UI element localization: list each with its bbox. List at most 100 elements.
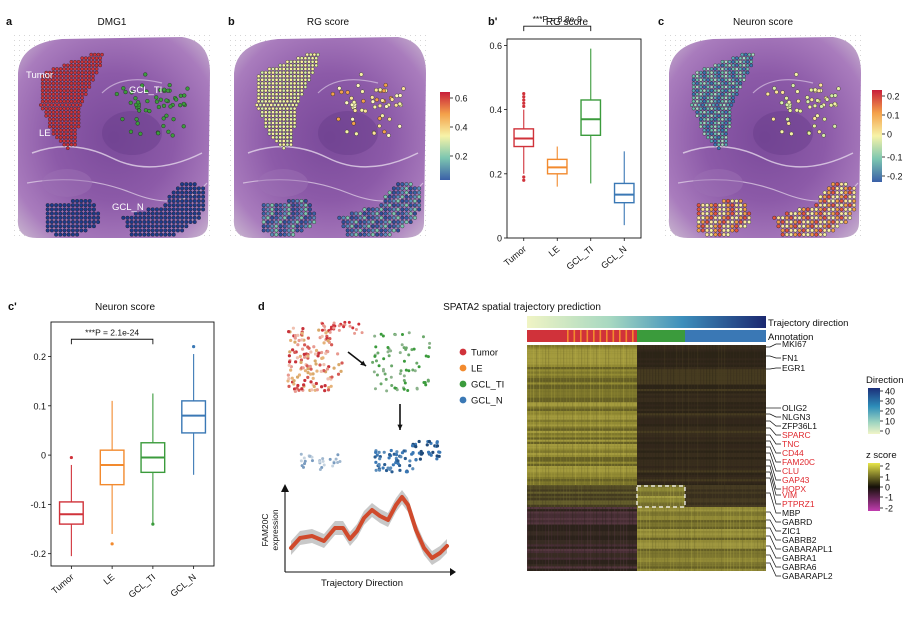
- traj-spot-tumor: [306, 354, 310, 358]
- spot: [83, 203, 88, 208]
- spot: [408, 194, 413, 199]
- spot: [66, 207, 71, 212]
- spot: [69, 63, 74, 68]
- spot: [267, 81, 272, 86]
- spot: [312, 52, 317, 57]
- traj-spot-gcl-ti: [373, 334, 377, 338]
- spot: [713, 81, 718, 86]
- spot: [289, 117, 293, 122]
- spot: [726, 224, 731, 229]
- spot: [717, 228, 722, 233]
- spot: [69, 121, 74, 125]
- spot: [55, 88, 59, 93]
- spot: [745, 59, 750, 64]
- spot: [55, 128, 59, 132]
- spot: [826, 207, 831, 212]
- spot: [699, 92, 703, 97]
- spot: [354, 224, 359, 229]
- spot: [171, 194, 176, 199]
- traj-spot-gcl-n: [381, 466, 385, 470]
- spot: [58, 92, 63, 97]
- spot: [73, 121, 77, 125]
- spot: [87, 198, 92, 203]
- spot: [717, 81, 721, 86]
- spot: [46, 103, 50, 107]
- spot: [292, 114, 297, 118]
- traj-spot-gcl-n: [322, 463, 326, 467]
- spot: [699, 74, 703, 79]
- traj-spot-gcl-ti: [398, 351, 402, 355]
- spot: [299, 198, 304, 203]
- spot: [735, 67, 739, 71]
- traj-spot-tumor: [297, 373, 302, 377]
- spot: [807, 104, 812, 110]
- spot: [188, 198, 193, 203]
- spot: [159, 207, 164, 212]
- spot: [87, 78, 92, 82]
- traj-spot-tumor: [300, 338, 304, 342]
- traj-spot-tumor: [302, 352, 306, 356]
- spot: [180, 211, 185, 216]
- spot: [291, 207, 296, 212]
- spot: [48, 106, 52, 111]
- traj-spot-tumor: [351, 326, 355, 330]
- spot: [847, 211, 852, 216]
- spot: [780, 232, 785, 237]
- spot: [796, 99, 801, 104]
- spot: [261, 219, 266, 224]
- spot: [390, 97, 395, 102]
- spot: [396, 186, 401, 191]
- spot: [91, 63, 95, 68]
- spot: [801, 224, 806, 229]
- traj-spot-gcl-n: [336, 453, 340, 457]
- traj-spot-gcl-n: [410, 444, 415, 448]
- spot: [839, 203, 844, 208]
- traj-spot-gcl-n: [435, 444, 440, 448]
- spot: [96, 211, 101, 216]
- spot: [826, 224, 831, 229]
- traj-spot-gcl-ti: [395, 388, 399, 392]
- spot: [720, 114, 725, 118]
- spot: [772, 86, 777, 91]
- spot: [73, 142, 77, 147]
- spot: [282, 203, 287, 208]
- spot: [705, 224, 710, 229]
- spot: [695, 110, 700, 114]
- spot: [699, 70, 703, 75]
- spot: [94, 63, 99, 68]
- spot: [709, 121, 714, 125]
- traj-spot-tumor: [326, 339, 330, 343]
- spot: [128, 129, 134, 134]
- spot: [83, 224, 88, 229]
- spot: [815, 113, 820, 118]
- spot: [286, 198, 291, 203]
- spot: [87, 211, 92, 216]
- spot: [822, 203, 827, 208]
- spot: [260, 81, 265, 86]
- spot: [87, 81, 92, 86]
- spot: [282, 63, 286, 68]
- spot: [62, 232, 67, 237]
- spot: [417, 198, 422, 203]
- spot: [48, 114, 52, 118]
- traj-spot-gcl-n: [389, 448, 393, 453]
- spot: [391, 198, 396, 203]
- spot: [84, 92, 88, 97]
- spot: [44, 88, 49, 93]
- traj-spot-gcl-n: [435, 457, 439, 461]
- spot: [379, 203, 384, 208]
- spot: [391, 224, 396, 229]
- spot: [801, 215, 806, 220]
- spot: [84, 74, 88, 79]
- traj-spot-tumor: [330, 375, 334, 379]
- spot: [143, 108, 148, 113]
- traj-spot-gcl-n: [414, 445, 418, 449]
- spot: [706, 88, 710, 93]
- spot: [706, 70, 710, 75]
- spot: [62, 121, 67, 125]
- spot: [292, 124, 297, 129]
- traj-spot-tumor: [314, 381, 318, 386]
- spot: [700, 228, 705, 233]
- spot: [810, 224, 815, 229]
- spot: [44, 85, 49, 89]
